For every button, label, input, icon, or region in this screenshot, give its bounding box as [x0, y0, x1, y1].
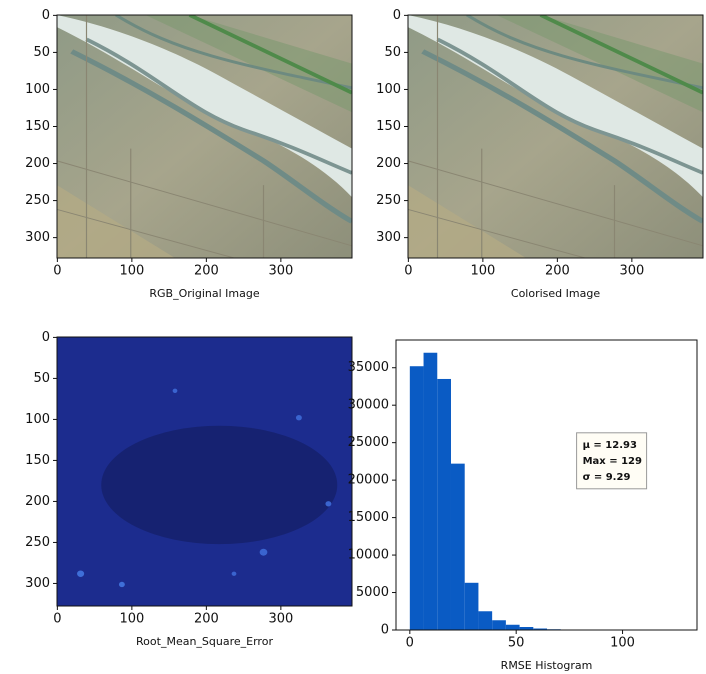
x-tick-label: 100 [470, 264, 495, 279]
y-tick-label: 50 [33, 371, 50, 386]
x-axis-label: RMSE Histogram [501, 659, 593, 672]
image [57, 15, 352, 258]
bar [519, 627, 534, 630]
y-tick-label: 150 [376, 119, 401, 134]
annotation-box [576, 432, 648, 490]
y-tick-label: 0 [381, 623, 389, 638]
bar [450, 463, 465, 630]
y-tick-label: 15000 [348, 510, 389, 525]
x-tick-label: 200 [545, 264, 570, 279]
bar [409, 366, 424, 630]
bar [464, 582, 479, 630]
y-tick-label: 200 [376, 156, 401, 171]
x-axis-label: Colorised Image [511, 287, 600, 300]
image [408, 15, 703, 258]
bar [505, 624, 520, 630]
y-tick-label: 250 [25, 535, 50, 550]
y-tick-label: 200 [25, 156, 50, 171]
y-tick-label: 30000 [348, 398, 389, 413]
bar [423, 352, 438, 630]
y-tick-label: 250 [376, 193, 401, 208]
y-tick-label: 300 [376, 230, 401, 245]
x-tick-label: 100 [119, 612, 144, 627]
y-tick-label: 300 [25, 230, 50, 245]
x-axis-label: RGB_Original Image [149, 287, 259, 300]
image [57, 337, 352, 606]
axes-frame [407, 14, 704, 259]
annotation-text: σ = 9.29 [583, 472, 631, 483]
y-tick-label: 150 [25, 453, 50, 468]
y-tick-label: 10000 [348, 548, 389, 563]
y-tick-label: 25000 [348, 435, 389, 450]
bar [478, 611, 493, 630]
annotation-text: Max = 129 [583, 456, 642, 467]
y-tick-label: 0 [393, 8, 401, 23]
annotation-text: μ = 12.93 [583, 440, 637, 451]
subplot: μ = 12.93 Max = 129 σ = 9.29 0 50 100 0 5000 100… [348, 339, 698, 672]
axes-frame [56, 14, 353, 259]
x-tick-label: 200 [194, 612, 219, 627]
y-tick-label: 100 [25, 412, 50, 427]
bar [437, 378, 451, 630]
x-tick-label: 0 [53, 612, 61, 627]
axes-frame [395, 339, 698, 631]
x-tick-label: 0 [53, 264, 61, 279]
y-tick-label: 200 [25, 494, 50, 509]
subplot: 0 100 200 300 0 50 100 150 200 250 300 Colorised Im… [376, 8, 704, 300]
x-tick-label: 100 [119, 264, 144, 279]
subplot: 0 100 200 300 0 50 100 150 200 250 300 RGB_Original… [25, 8, 353, 300]
y-tick-label: 35000 [348, 360, 389, 375]
x-axis-label: Root_Mean_Square_Error [136, 635, 273, 648]
y-tick-label: 0 [42, 8, 50, 23]
x-tick-label: 300 [619, 264, 644, 279]
subplot: 0 100 200 300 0 50 100 150 200 250 300 Root_Mean_Sq… [25, 330, 353, 648]
axes-frame [56, 336, 353, 607]
y-tick-label: 250 [25, 193, 50, 208]
x-tick-label: 300 [268, 264, 293, 279]
y-tick-label: 0 [42, 330, 50, 345]
y-tick-label: 20000 [348, 473, 389, 488]
x-tick-label: 300 [268, 612, 293, 627]
y-tick-label: 100 [376, 82, 401, 97]
y-tick-label: 300 [25, 576, 50, 591]
x-tick-label: 200 [194, 264, 219, 279]
x-tick-label: 100 [610, 636, 635, 651]
y-tick-label: 50 [384, 45, 401, 60]
bar [492, 620, 506, 630]
x-tick-label: 50 [508, 636, 525, 651]
x-tick-label: 0 [406, 636, 414, 651]
bar [533, 628, 548, 630]
y-tick-label: 50 [33, 45, 50, 60]
y-tick-label: 100 [25, 82, 50, 97]
y-tick-label: 150 [25, 119, 50, 134]
y-tick-label: 5000 [356, 585, 389, 600]
x-tick-label: 0 [404, 264, 412, 279]
